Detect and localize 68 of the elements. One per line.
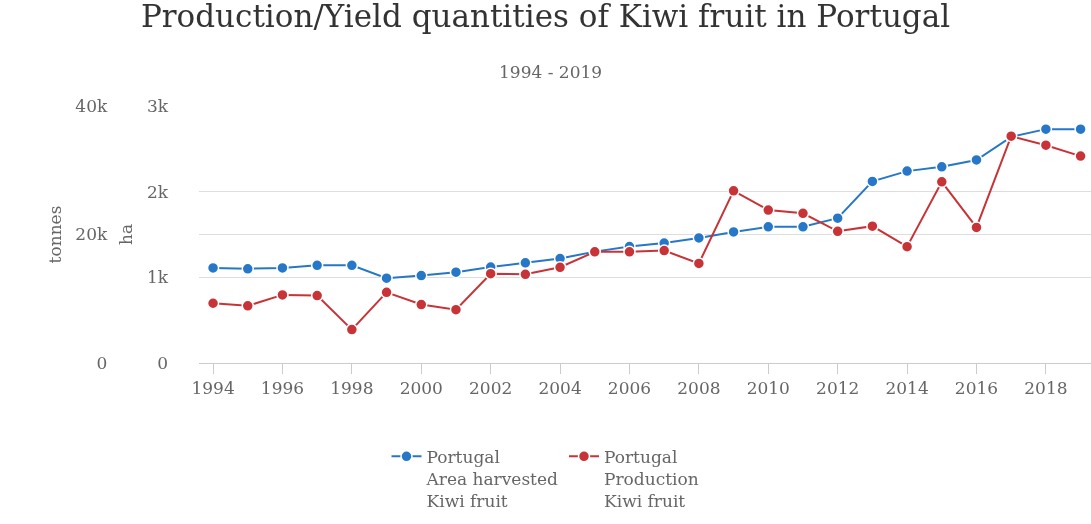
x-tick-label: 1994	[191, 378, 235, 399]
point	[380, 271, 393, 285]
point	[380, 286, 393, 299]
point	[1074, 149, 1087, 163]
point	[415, 298, 428, 311]
y-axis-title: ha	[115, 223, 136, 246]
point	[623, 245, 636, 259]
y2-tick-label: 20k	[75, 224, 108, 245]
point	[484, 267, 497, 280]
point	[866, 175, 879, 188]
point	[553, 261, 567, 274]
x-tick-label: 2012	[816, 378, 860, 399]
point	[206, 297, 220, 310]
point	[241, 299, 255, 313]
y2-tick-label: 40k	[75, 95, 108, 116]
point	[415, 269, 428, 282]
x-tick-label: 2016	[954, 378, 999, 399]
point	[1039, 122, 1053, 136]
point	[900, 164, 914, 178]
point	[345, 323, 359, 336]
x-tick-label: 2004	[538, 378, 582, 399]
point	[970, 153, 983, 167]
point	[727, 184, 740, 198]
point	[449, 303, 463, 316]
point	[831, 211, 844, 225]
point	[310, 289, 324, 302]
point	[276, 261, 289, 275]
x-tick-label: 2018	[1024, 378, 1068, 399]
point	[866, 219, 879, 233]
y-tick-label: 2k	[147, 181, 169, 202]
point	[449, 265, 463, 279]
chart-title: Production/Yield quantities of Kiwi fruit in Portugal	[140, 0, 951, 34]
point	[935, 175, 949, 189]
point	[727, 225, 740, 239]
x-tick-label: 2010	[746, 378, 790, 399]
x-tick-label: 2000	[399, 378, 443, 399]
x-tick-label: 2002	[469, 378, 513, 399]
point	[310, 259, 324, 272]
x-tick-label: 2008	[677, 378, 721, 399]
legend-label: Portugal Area harvested Kiwi fruit	[425, 446, 558, 512]
point	[762, 220, 775, 234]
point	[900, 240, 914, 253]
x-tick-label: 2014	[885, 378, 929, 399]
point	[1039, 138, 1053, 152]
point	[1074, 122, 1087, 136]
y-tick-label: 1k	[147, 267, 169, 288]
point	[241, 262, 255, 276]
legend-label: Portugal Production Kiwi fruit	[603, 446, 699, 512]
point	[519, 256, 532, 270]
point	[796, 220, 810, 234]
y2-axis-title: tonnes	[44, 205, 65, 264]
chart-subtitle: 1994 - 2019	[499, 62, 603, 82]
x-tick-label: 1998	[330, 378, 374, 399]
point	[935, 160, 949, 174]
x-tick-label: 2006	[607, 378, 652, 399]
point	[692, 257, 706, 270]
point	[970, 221, 983, 234]
point	[762, 203, 775, 217]
point	[276, 288, 289, 302]
point	[345, 259, 359, 272]
point	[692, 231, 706, 245]
point	[796, 207, 810, 220]
point	[657, 244, 671, 257]
x-tick-label: 1996	[260, 378, 305, 399]
point	[206, 261, 220, 275]
y-tick-label: 3k	[147, 95, 169, 116]
y-tick-label: 0	[157, 352, 169, 373]
y2-tick-label: 0	[96, 352, 108, 373]
